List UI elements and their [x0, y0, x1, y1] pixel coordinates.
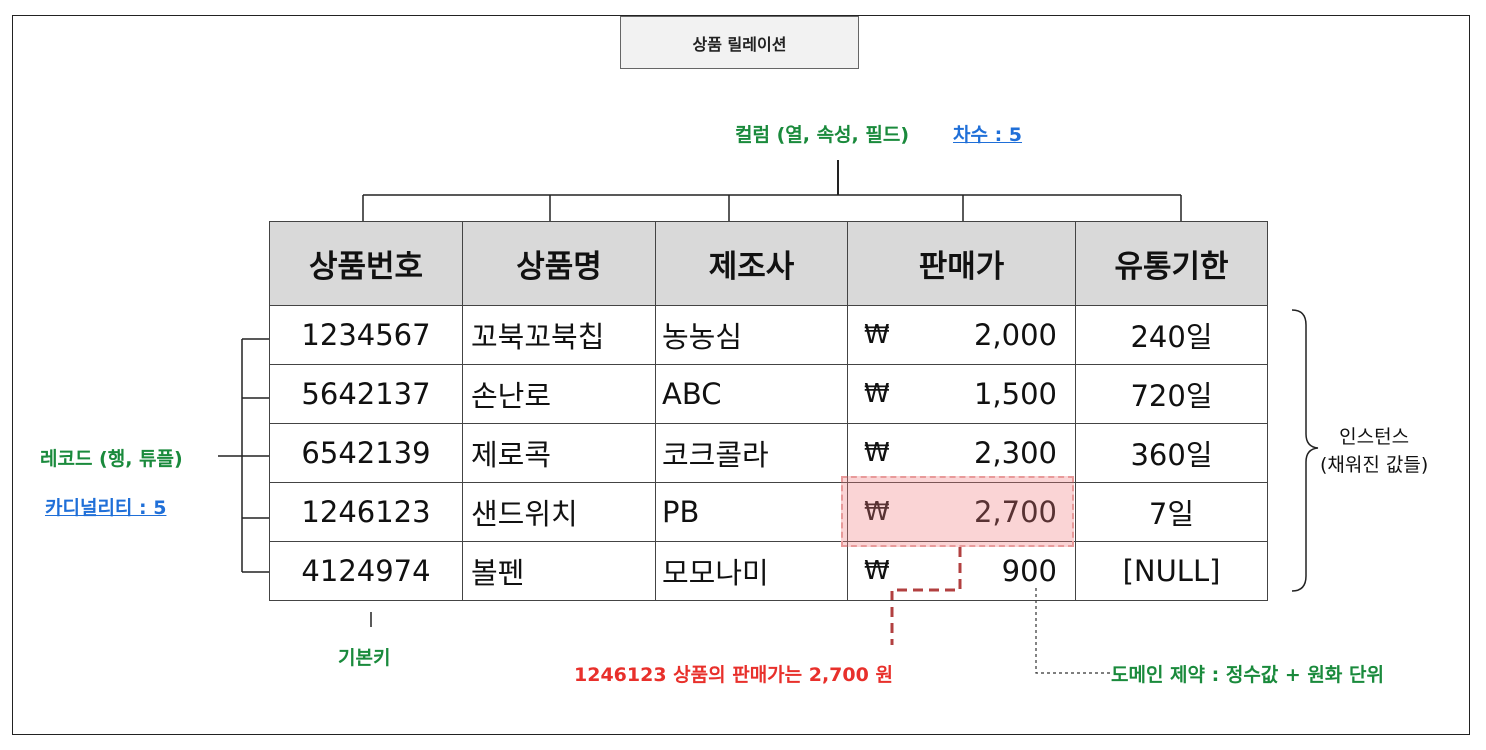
cell-product-name: 제로콕 [462, 423, 656, 483]
price-value: 2,700 [973, 495, 1057, 529]
cardinality-label: 카디널리티 : 5 [45, 497, 167, 519]
cell-price: ₩2,700 [847, 482, 1076, 542]
cell-product-id: 5642137 [269, 364, 463, 424]
price-value: 900 [1001, 554, 1057, 588]
cell-expiry: 240일 [1075, 305, 1268, 365]
cell-maker: ABC [655, 364, 848, 424]
cell-product-id: 4124974 [269, 541, 463, 601]
record-label: 레코드 (행, 튜플) [40, 448, 183, 470]
instance-brace [1291, 309, 1319, 592]
cell-price: ₩2,300 [847, 423, 1076, 483]
header-product-id: 상품번호 [269, 221, 463, 306]
header-price: 판매가 [847, 221, 1076, 306]
header-row: 상품번호 상품명 제조사 판매가 유통기한 [269, 221, 1268, 306]
degree-label: 차수 : 5 [953, 124, 1023, 146]
won-icon: ₩ [864, 556, 890, 586]
header-maker: 제조사 [655, 221, 848, 306]
diagram-frame [12, 15, 1470, 735]
header-expiry: 유통기한 [1075, 221, 1268, 306]
product-relation-table: 상품번호 상품명 제조사 판매가 유통기한 1234567 꼬북꼬북칩 농농심 … [269, 221, 1268, 601]
cell-product-name: 꼬북꼬북칩 [462, 305, 656, 365]
cell-price: ₩900 [847, 541, 1076, 601]
cell-expiry: 360일 [1075, 423, 1268, 483]
table-row: 1234567 꼬북꼬북칩 농농심 ₩2,000 240일 [269, 305, 1268, 365]
price-value: 2,300 [973, 436, 1057, 470]
won-icon: ₩ [864, 497, 890, 527]
cell-expiry: [NULL] [1075, 541, 1268, 601]
cell-expiry: 7일 [1075, 482, 1268, 542]
price-value: 1,500 [973, 377, 1057, 411]
won-icon: ₩ [864, 438, 890, 468]
instance-label: 인스턴스 (채워진 값들) [1320, 426, 1429, 476]
column-label: 컬럼 (열, 속성, 필드) [735, 124, 910, 146]
cell-maker: 모모나미 [655, 541, 848, 601]
domain-note-connector [1035, 588, 1110, 674]
cell-price: ₩1,500 [847, 364, 1076, 424]
cell-price: ₩2,000 [847, 305, 1076, 365]
cell-product-name: 볼펜 [462, 541, 656, 601]
table-row: 5642137 손난로 ABC ₩1,500 720일 [269, 364, 1268, 424]
table-row: 1246123 샌드위치 PB ₩2,700 7일 [269, 482, 1268, 542]
cell-maker: 코크콜라 [655, 423, 848, 483]
cell-maker: 농농심 [655, 305, 848, 365]
table-row: 6542139 제로콕 코크콜라 ₩2,300 360일 [269, 423, 1268, 483]
domain-note-label: 도메인 제약 : 정수값 + 원화 단위 [1111, 664, 1384, 686]
diagram-title: 상품 릴레이션 [620, 16, 859, 69]
cell-product-id: 6542139 [269, 423, 463, 483]
cell-expiry: 720일 [1075, 364, 1268, 424]
cell-product-id: 1246123 [269, 482, 463, 542]
cell-product-name: 샌드위치 [462, 482, 656, 542]
won-icon: ₩ [864, 320, 890, 350]
cell-maker: PB [655, 482, 848, 542]
price-highlight-box [841, 476, 1074, 547]
table-row: 4124974 볼펜 모모나미 ₩900 [NULL] [269, 541, 1268, 601]
cell-product-id: 1234567 [269, 305, 463, 365]
price-note-label: 1246123 상품의 판매가는 2,700 원 [574, 664, 893, 686]
price-value: 2,000 [973, 318, 1057, 352]
header-product-name: 상품명 [462, 221, 656, 306]
primary-key-label: 기본키 [338, 647, 391, 669]
cell-product-name: 손난로 [462, 364, 656, 424]
won-icon: ₩ [864, 379, 890, 409]
